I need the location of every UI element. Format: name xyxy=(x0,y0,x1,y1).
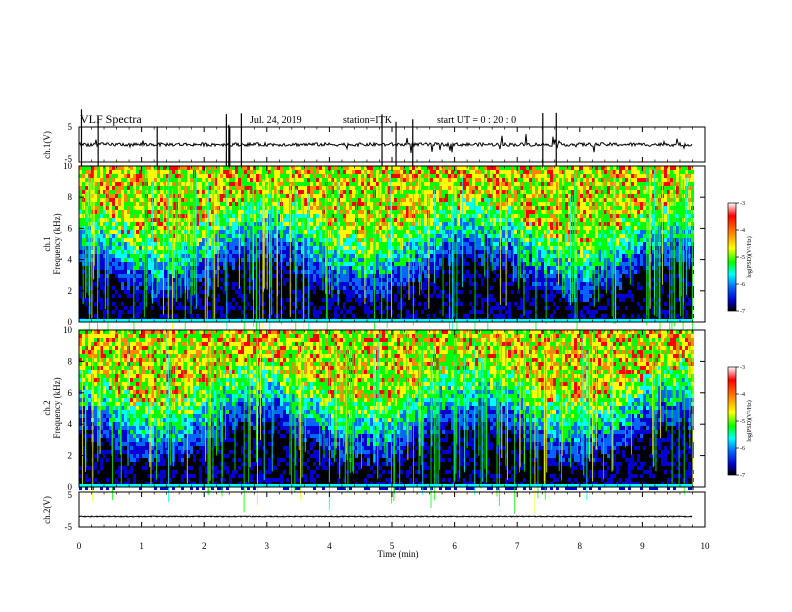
cb1-tick-3: -6 xyxy=(740,282,745,288)
ch2-ytick-top: 5 xyxy=(68,490,73,500)
ch2-spec-ytick-3: 6 xyxy=(68,388,73,398)
cb1-tick-0: -3 xyxy=(740,201,745,207)
ch1-spectrogram-image xyxy=(79,166,705,352)
cb1-tick-2: -5 xyxy=(740,255,745,261)
time-tick-10: 10 xyxy=(701,541,711,551)
ch2-spec-ytick-1: 2 xyxy=(68,451,73,461)
time-tick-3: 3 xyxy=(265,541,270,551)
cb2-tick-0: -3 xyxy=(740,365,745,371)
ch2-spec-ylabel-2: Frequency (kHz) xyxy=(52,377,62,438)
ch1-ytick-bottom: -5 xyxy=(65,154,73,164)
ch2-ytick-bottom: -5 xyxy=(65,522,73,532)
station-label: station=ITK xyxy=(343,115,393,126)
time-tick-0: 0 xyxy=(77,541,82,551)
time-tick-5: 5 xyxy=(390,541,395,551)
colorbar-ch1: -3 -4 -5 -6 -7 log(PSD)(V²/Hz) xyxy=(727,201,753,315)
ch1-wave-ylabel: ch.1(V) xyxy=(42,131,52,159)
ch1-spectrogram-panel: 0 2 4 6 8 10 ch.1 Frequency (kHz) xyxy=(42,161,706,352)
time-axis-label: Time (min) xyxy=(378,549,419,559)
time-tick-7: 7 xyxy=(515,541,520,551)
time-tick-2: 2 xyxy=(202,541,207,551)
cb1-label: log(PSD)(V²/Hz) xyxy=(746,236,753,277)
ch1-spec-ylabel-2: Frequency (kHz) xyxy=(52,213,62,274)
cb2-tick-1: -4 xyxy=(740,392,745,398)
ch2-spec-ytick-0: 0 xyxy=(68,482,73,492)
cb2-tick-4: -7 xyxy=(740,473,745,479)
colorbar-ch2: -3 -4 -5 -6 -7 log(PSD)(V²/Hz) xyxy=(727,365,753,479)
ch2-wave-ylabel: ch.2(V) xyxy=(42,496,52,524)
ch2-waveform-trace xyxy=(78,515,693,518)
ch2-spec-ytick-5: 10 xyxy=(63,325,73,335)
ch1-spec-ytick-4: 8 xyxy=(68,192,73,202)
cb1-tick-1: -4 xyxy=(740,228,745,234)
cb2-tick-3: -6 xyxy=(740,446,745,452)
ch2-spec-ytick-4: 8 xyxy=(68,356,73,366)
figure-title: VLF Spectra xyxy=(80,112,142,126)
ch1-spec-ytick-1: 2 xyxy=(68,286,73,296)
time-axis: 0 1 2 3 4 5 6 7 8 9 10 xyxy=(77,127,710,551)
ch1-spec-ytick-3: 6 xyxy=(68,223,73,233)
cb1-tick-4: -7 xyxy=(740,309,745,315)
ch1-spec-ytick-2: 4 xyxy=(68,255,73,265)
time-tick-9: 9 xyxy=(640,541,645,551)
ch2-spectrogram-image xyxy=(79,330,705,514)
date-label: Jul. 24, 2019 xyxy=(250,115,302,126)
ch1-ytick-top: 5 xyxy=(68,122,73,132)
ch1-waveform-trace xyxy=(78,109,693,166)
time-tick-8: 8 xyxy=(578,541,583,551)
time-tick-6: 6 xyxy=(452,541,457,551)
ch1-spec-ylabel-1: ch.1 xyxy=(42,236,52,251)
ch2-spec-ytick-2: 4 xyxy=(68,419,73,429)
start-time-label: start UT = 0 : 20 : 0 xyxy=(437,115,516,126)
ch1-spec-ytick-0: 0 xyxy=(68,317,73,327)
time-tick-1: 1 xyxy=(139,541,144,551)
time-tick-4: 4 xyxy=(327,541,332,551)
ch2-spectrogram-panel: 0 2 4 6 8 10 ch.2 Frequency (kHz) xyxy=(42,325,706,514)
cb2-tick-2: -5 xyxy=(740,419,745,425)
ch1-spec-ytick-5: 10 xyxy=(63,161,73,171)
ch2-spec-ylabel-1: ch.2 xyxy=(42,400,52,415)
cb2-label: log(PSD)(V²/Hz) xyxy=(746,400,753,441)
